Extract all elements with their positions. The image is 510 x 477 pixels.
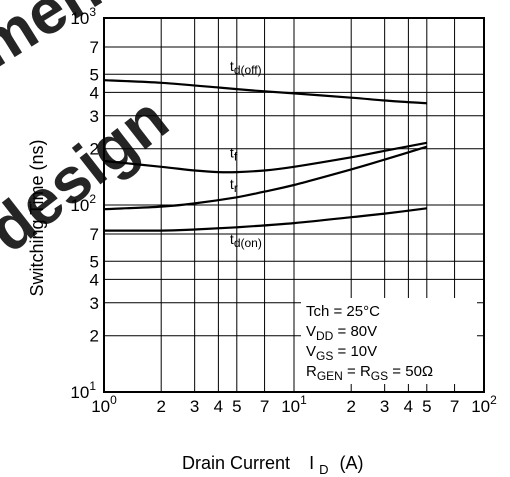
x-tick-label: 3 <box>190 397 199 416</box>
conditions-background <box>301 298 477 384</box>
x-tick-label: 5 <box>232 397 241 416</box>
y-tick-label: 101 <box>70 379 96 402</box>
series-layer <box>103 79 428 232</box>
y-tick-label: 103 <box>70 5 96 28</box>
y-axis-label: Switching Time (ns) <box>27 139 47 296</box>
x-axis-symbol-sub: D <box>319 462 328 477</box>
watermark-text: ment <box>0 0 131 82</box>
y-tick-label: 5 <box>90 252 99 271</box>
condition-line: Tch = 25°C <box>306 303 380 320</box>
y-tick-label: 7 <box>90 225 99 244</box>
x-tick-label: 3 <box>380 397 389 416</box>
y-tick-label: 4 <box>90 270 99 289</box>
plot-frame <box>103 17 485 393</box>
series-line-tf <box>103 141 428 174</box>
x-tick-label: 7 <box>260 397 269 416</box>
y-tick-label: 4 <box>90 83 99 102</box>
series-labels: td(off) tf tr td(on) <box>230 58 262 250</box>
condition-line: VGS = 10V <box>306 343 377 363</box>
x-tick-label: 5 <box>422 397 431 416</box>
x-tick-label: 2 <box>346 397 355 416</box>
condition-line: RGEN = RGS = 50Ω <box>306 363 433 383</box>
series-label-tdon: td(on) <box>230 231 262 250</box>
y-tick-label: 3 <box>90 107 99 126</box>
series-line-tdoff <box>103 79 427 105</box>
x-axis-label: Drain Current I D (A) <box>182 453 364 477</box>
x-tick-label: 102 <box>471 393 497 416</box>
y-tick-label: 102 <box>70 192 96 215</box>
series-line-tr <box>103 145 428 211</box>
x-axis-label-text: Drain Current <box>182 453 290 473</box>
x-tick-label: 2 <box>156 397 165 416</box>
x-axis-symbol: I <box>309 453 314 473</box>
series-line-tdon <box>103 207 427 232</box>
y-tick-label: 3 <box>90 294 99 313</box>
y-tick-label: 5 <box>90 65 99 84</box>
x-tick-label: 101 <box>281 393 307 416</box>
series-label-tf: tf <box>230 144 238 163</box>
x-tick-label: 4 <box>404 397 413 416</box>
x-tick-labels: 100 2 3 4 5 7 101 2 3 4 5 7 102 <box>91 393 497 416</box>
condition-line: VDD = 80V <box>306 323 377 343</box>
y-tick-label: 2 <box>90 140 99 159</box>
y-tick-label: 7 <box>90 38 99 57</box>
series-label-tr: tr <box>230 176 238 195</box>
x-axis-unit: (A) <box>340 453 364 473</box>
x-tick-label: 100 <box>91 393 117 416</box>
x-tick-label: 4 <box>214 397 223 416</box>
y-tick-label: 2 <box>90 327 99 346</box>
series-label-tdoff: td(off) <box>230 58 262 77</box>
x-tick-label: 7 <box>450 397 459 416</box>
